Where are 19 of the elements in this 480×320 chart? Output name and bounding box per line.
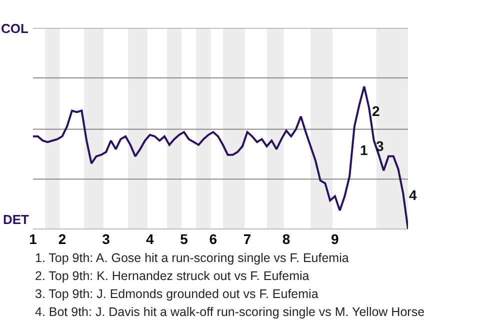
text: 4 bbox=[409, 187, 417, 203]
x-tick-label: 4 bbox=[146, 231, 154, 247]
text: 1. Top 9th: A. Gose hit a run-scoring single vs F. Eufemia bbox=[35, 251, 349, 265]
text: 4. Bot 9th: J. Davis hit a walk-off run-scoring single vs M. Yellow Horse bbox=[35, 305, 425, 319]
x-tick-label: 2 bbox=[58, 231, 66, 247]
x-tick-label: 5 bbox=[180, 231, 188, 247]
text: 3. Top 9th: J. Edmonds grounded out vs F. Eufemia bbox=[35, 287, 318, 301]
text: 2. Top 9th: K. Hernandez struck out vs F. Eufemia bbox=[35, 269, 310, 283]
x-tick-label: 3 bbox=[102, 231, 110, 247]
x-tick-label: 9 bbox=[331, 231, 340, 247]
annotation: 1 bbox=[360, 142, 368, 158]
x-tick-label: 7 bbox=[243, 231, 252, 247]
x-tick-label: 6 bbox=[209, 231, 218, 247]
text: DET bbox=[3, 212, 30, 227]
annotation: 3 bbox=[376, 138, 384, 154]
x-tick-label: 8 bbox=[282, 231, 290, 247]
x-tick-label: 1 bbox=[29, 231, 38, 247]
text: COL bbox=[1, 21, 28, 36]
annotation: 2 bbox=[372, 103, 380, 119]
